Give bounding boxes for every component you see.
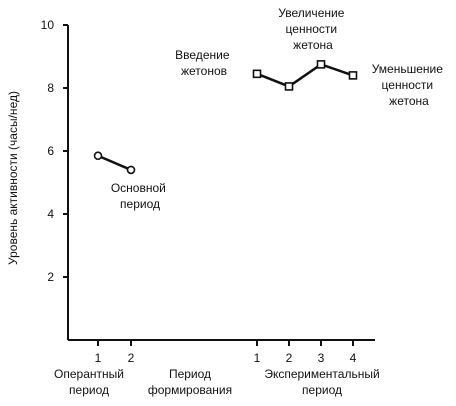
y-tick-label: 6 <box>47 144 54 158</box>
y-tick-label: 2 <box>47 270 54 284</box>
data-point-square <box>316 60 326 69</box>
series-line-2 <box>256 62 354 88</box>
data-point-circle <box>126 165 136 175</box>
series-group <box>93 60 358 175</box>
x-tick-label: 4 <box>350 351 357 365</box>
data-point-square <box>348 71 358 80</box>
annotation-value-increase: Увеличение ценности жетона <box>278 6 347 52</box>
x-ticks: 1 2 1 2 3 4 <box>95 340 357 365</box>
phase-label-experimental: Экспериментальный период <box>264 367 379 397</box>
y-tick-label: 8 <box>47 81 54 95</box>
x-tick-label: 2 <box>128 351 135 365</box>
phase-label-operant: Оперантный период <box>54 367 124 397</box>
x-tick-label: 3 <box>318 351 325 365</box>
x-tick-label: 1 <box>254 351 261 365</box>
phase-label-shaping: Период формирования <box>148 367 232 397</box>
data-point-square <box>252 69 262 79</box>
data-point-square <box>284 82 294 91</box>
phase-labels: Оперантный период Период формирования Эксп… <box>54 367 380 397</box>
y-ticks: 2 4 6 8 10 <box>41 18 68 284</box>
series-line-1 <box>97 154 132 172</box>
x-tick-label: 2 <box>286 351 293 365</box>
y-tick-label: 10 <box>41 18 55 32</box>
annotation-tokens-introduced: Введение жетонов <box>175 48 233 78</box>
annotation-value-decrease: Уменьшение ценности жетона <box>372 62 447 108</box>
y-tick-label: 4 <box>47 207 54 221</box>
y-axis-label: Уровень активности (часы/нед) <box>6 91 20 265</box>
x-tick-label: 1 <box>95 351 102 365</box>
annotations: Основной период Введение жетонов Увеличе… <box>111 6 447 211</box>
annotation-baseline: Основной период <box>111 181 169 211</box>
data-point-circle <box>93 151 103 161</box>
